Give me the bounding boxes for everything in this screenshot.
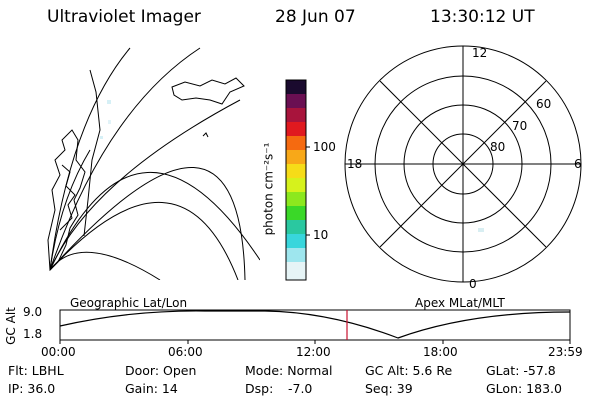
colorbar-tick-10: 10 <box>313 228 329 242</box>
timeline-axis-label: GC Alt <box>3 307 18 345</box>
info-ip: IP: 36.0 <box>8 381 56 396</box>
map-grid-line <box>49 167 246 280</box>
app-title: Ultraviolet Imager <box>47 7 201 27</box>
info-seq: Seq: 39 <box>365 381 413 396</box>
map-grid-line <box>49 99 241 271</box>
map-coastline <box>47 129 86 272</box>
timeline-y-max: 9.0 <box>23 305 43 319</box>
colorbar-tick-100: 100 <box>313 140 336 154</box>
polar-label-70: 70 <box>512 119 528 133</box>
colorbar-unit-label: photon cm⁻²s⁻¹ <box>261 142 276 236</box>
map-grid-line <box>49 202 239 280</box>
map-emission-dot <box>107 100 111 104</box>
timeline-tick-4: 23:59 <box>548 345 583 359</box>
map-emission-dot <box>100 136 103 139</box>
geographic-map <box>47 47 260 280</box>
timeline-tick-0: 00:00 <box>41 345 76 359</box>
polar-label-18: 18 <box>347 157 363 171</box>
timeline-right-label: Apex MLat/MLT <box>415 296 505 310</box>
map-coastline <box>59 164 76 231</box>
map-island <box>202 132 209 138</box>
info-dsp-label: Dsp: <box>245 381 274 396</box>
timeline-tick-3: 18:00 <box>423 345 458 359</box>
polar-label-0: 0 <box>469 277 477 291</box>
polar-plot <box>344 45 582 283</box>
info-flt: Flt: LBHL <box>8 363 64 378</box>
polar-label-6: 6 <box>574 157 582 171</box>
map-island <box>171 77 245 105</box>
info-door: Door: Open <box>125 363 197 378</box>
info-gain: Gain: 14 <box>125 381 178 396</box>
map-emission-dot <box>108 120 111 124</box>
polar-label-80: 80 <box>490 140 506 154</box>
map-coastline <box>83 69 101 237</box>
polar-label-12: 12 <box>472 46 488 60</box>
polar-diagonal <box>379 80 547 248</box>
info-gcalt: GC Alt: 5.6 Re <box>365 363 453 378</box>
map-grid-line <box>49 47 131 271</box>
time-label: 13:30:12 UT <box>430 7 535 27</box>
info-glon: GLon: 183.0 <box>486 381 562 396</box>
info-glat: GLat: -57.8 <box>486 363 556 378</box>
date-label: 28 Jun 07 <box>275 7 356 27</box>
map-grid-line <box>49 149 91 271</box>
info-dsp-value: -7.0 <box>288 381 313 396</box>
polar-label-60: 60 <box>536 97 552 111</box>
altitude-timeline <box>59 309 571 344</box>
timeline-tick-2: 12:00 <box>296 345 331 359</box>
map-grid-line <box>49 251 161 280</box>
timeline-left-label: Geographic Lat/Lon <box>70 296 188 310</box>
info-mode: Mode: Normal <box>245 363 333 378</box>
altitude-curve <box>59 310 571 339</box>
timeline-tick-1: 06:00 <box>168 345 203 359</box>
colorbar <box>285 79 310 281</box>
map-grid-line <box>49 171 260 271</box>
polar-emission-dot <box>478 228 484 232</box>
map-grid-line <box>49 47 201 271</box>
timeline-y-min: 1.8 <box>23 327 43 341</box>
